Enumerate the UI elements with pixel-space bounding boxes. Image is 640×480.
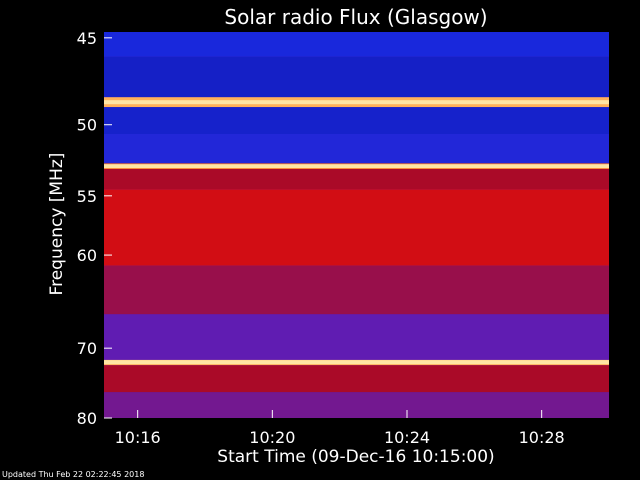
y-tick-label-1: 50 xyxy=(77,116,97,135)
x-axis-label: Start Time (09-Dec-16 10:15:00) xyxy=(217,447,494,467)
x-tick-label-0: 10:16 xyxy=(115,428,161,447)
y-axis-label: Frequency [MHz] xyxy=(47,153,67,296)
frequency-band-11 xyxy=(104,365,609,393)
frequency-band-1 xyxy=(104,56,609,98)
bright-line-0 xyxy=(104,100,609,105)
frequency-band-9 xyxy=(104,314,609,360)
frequency-band-4 xyxy=(104,134,609,164)
frequency-band-12 xyxy=(104,392,609,418)
y-tick-label-5: 80 xyxy=(77,409,97,428)
frequency-band-6 xyxy=(104,168,609,190)
y-axis: 45 50 55 60 70 80 xyxy=(77,29,112,428)
x-tick-label-1: 10:20 xyxy=(249,428,295,447)
bright-line-1 xyxy=(104,164,609,169)
x-axis: 10:16 10:20 10:24 10:28 xyxy=(115,410,565,447)
y-tick-label-0: 45 xyxy=(77,29,97,48)
bright-line-2 xyxy=(104,360,609,365)
spectrogram-plot-area xyxy=(104,32,609,418)
frequency-band-8 xyxy=(104,265,609,315)
y-tick-label-4: 70 xyxy=(77,339,97,358)
chart-title: Solar radio Flux (Glasgow) xyxy=(224,5,487,29)
frequency-band-7 xyxy=(104,189,609,266)
updated-timestamp: Updated Thu Feb 22 02:22:45 2018 xyxy=(2,470,145,479)
frequency-band-3 xyxy=(104,107,609,135)
x-tick-label-2: 10:24 xyxy=(384,428,430,447)
y-tick-label-3: 60 xyxy=(77,246,97,265)
y-tick-label-2: 55 xyxy=(77,187,97,206)
frequency-band-0 xyxy=(104,32,609,57)
x-tick-label-3: 10:28 xyxy=(519,428,565,447)
